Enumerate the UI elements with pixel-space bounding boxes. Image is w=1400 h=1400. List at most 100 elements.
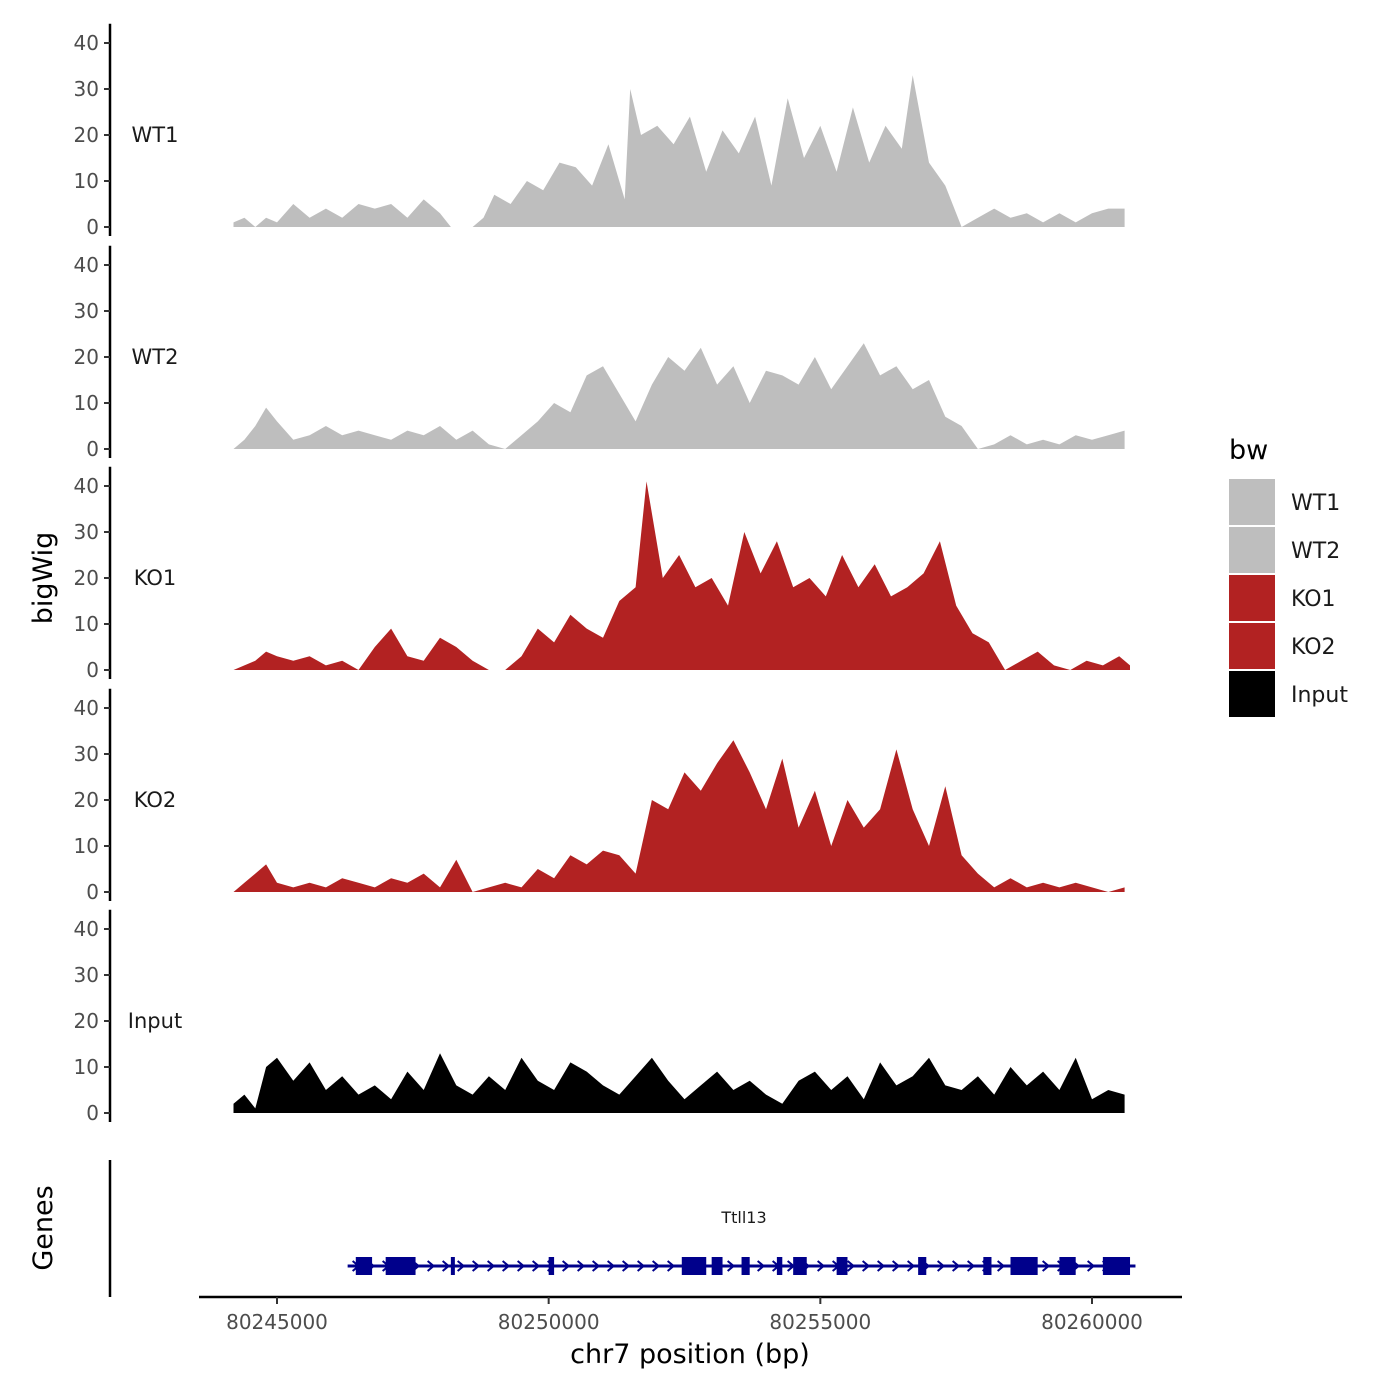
gene-exon (548, 1257, 555, 1275)
strand-arrow (636, 1260, 646, 1272)
y-tick-label: 10 (74, 169, 99, 193)
strand-arrow (486, 1260, 496, 1272)
y-tick-label: 20 (74, 1009, 99, 1033)
strand-arrow (966, 1260, 976, 1272)
coverage-tracks: 0 10 20 30 40 WT1 0 10 20 30 40 WT2 0 10 20 30 40 KO1 0 10 2… (74, 23, 1130, 1125)
x-tick-label: 80255000 (769, 1310, 871, 1334)
genes-axis-title: Genes (28, 1185, 59, 1270)
strand-arrow (531, 1260, 541, 1272)
strand-arrow (936, 1260, 946, 1272)
track-label: KO2 (134, 788, 177, 812)
strand-arrow (516, 1260, 526, 1272)
y-tick-label: 30 (74, 77, 99, 101)
strand-arrow (591, 1260, 601, 1272)
legend-key-ko2 (1229, 623, 1275, 669)
y-tick-label: 10 (74, 612, 99, 636)
strand-arrow (576, 1260, 586, 1272)
strand-arrow (651, 1260, 661, 1272)
x-axis: 80245000 80250000 80255000 80260000 (199, 1295, 1182, 1334)
coverage-area-ko2 (233, 740, 1125, 892)
gene-name-label: Ttll13 (720, 1208, 766, 1227)
x-tick-label: 80245000 (226, 1310, 328, 1334)
gene-exon (983, 1257, 992, 1275)
y-tick-label: 0 (86, 437, 99, 461)
x-tick-label: 80250000 (498, 1310, 600, 1334)
coverage-area-input (233, 1053, 1125, 1113)
gene-exon (918, 1257, 927, 1275)
track-ko1: 0 10 20 30 40 KO1 (74, 466, 1130, 682)
coverage-area-ko1 (233, 481, 1130, 670)
y-tick-label: 20 (74, 566, 99, 590)
coverage-area-wt1 (233, 75, 1125, 227)
track-wt2: 0 10 20 30 40 WT2 (74, 245, 1125, 461)
track-label: Input (128, 1009, 182, 1033)
gene-exon (1059, 1257, 1076, 1275)
legend: WT1 WT2 KO1 KO2 Input (1229, 479, 1348, 717)
strand-arrow (606, 1260, 616, 1272)
y-tick-label: 20 (74, 123, 99, 147)
strand-arrow (906, 1260, 916, 1272)
strand-arrow (471, 1260, 481, 1272)
y-tick-label: 0 (86, 215, 99, 239)
y-tick-label: 40 (74, 253, 99, 277)
gene-exon (1010, 1257, 1038, 1275)
gene-exon (711, 1257, 723, 1275)
y-tick-label: 20 (74, 788, 99, 812)
strand-arrow (1041, 1260, 1051, 1272)
gene-exon (793, 1257, 807, 1275)
y-tick-label: 40 (74, 696, 99, 720)
legend-key-wt1 (1229, 479, 1275, 525)
coverage-area-wt2 (233, 343, 1125, 449)
strand-arrow (951, 1260, 961, 1272)
gene-exon (681, 1257, 707, 1275)
gene-track: Ttll13 (108, 1160, 1136, 1297)
strand-arrow (726, 1260, 736, 1272)
legend-key-input (1229, 671, 1275, 717)
gene-exon (355, 1257, 373, 1275)
strand-arrow (891, 1260, 901, 1272)
track-label: WT2 (132, 345, 179, 369)
track-label: KO1 (134, 566, 177, 590)
y-tick-label: 30 (74, 520, 99, 544)
track-ko2: 0 10 20 30 40 KO2 (74, 688, 1125, 904)
legend-label-ko1: KO1 (1291, 587, 1336, 612)
strand-arrow (816, 1260, 826, 1272)
strand-arrow (666, 1260, 676, 1272)
strand-arrow (441, 1260, 451, 1272)
strand-arrow (501, 1260, 511, 1272)
x-tick-label: 80260000 (1041, 1310, 1143, 1334)
gene-exon (776, 1257, 783, 1275)
strand-arrow (456, 1260, 466, 1272)
y-tick-label: 0 (86, 658, 99, 682)
y-tick-label: 40 (74, 917, 99, 941)
legend-label-wt1: WT1 (1291, 491, 1340, 516)
strand-arrow (996, 1260, 1006, 1272)
track-wt1: 0 10 20 30 40 WT1 (74, 23, 1125, 239)
strand-arrow (561, 1260, 571, 1272)
y-tick-label: 10 (74, 391, 99, 415)
x-axis-title: chr7 position (bp) (570, 1339, 810, 1370)
y-tick-label: 10 (74, 1055, 99, 1079)
gene-exon (450, 1257, 455, 1275)
strand-arrow (861, 1260, 871, 1272)
strand-arrow (1086, 1260, 1096, 1272)
y-tick-label: 30 (74, 742, 99, 766)
legend-label-input: Input (1291, 683, 1348, 708)
y-tick-label: 30 (74, 963, 99, 987)
legend-label-wt2: WT2 (1291, 539, 1340, 564)
gene-exon (1102, 1257, 1131, 1275)
gene-exon (385, 1257, 416, 1275)
legend-key-wt2 (1229, 527, 1275, 573)
track-label: WT1 (132, 123, 179, 147)
strand-arrow (876, 1260, 886, 1272)
gene-ttll13: Ttll13 (347, 1208, 1136, 1275)
legend-label-ko2: KO2 (1291, 635, 1336, 660)
y-tick-label: 20 (74, 345, 99, 369)
gene-exon (741, 1257, 750, 1275)
y-tick-label: 0 (86, 880, 99, 904)
y-axis-title: bigWig (28, 532, 59, 625)
strand-arrow (756, 1260, 766, 1272)
strand-arrow (621, 1260, 631, 1272)
strand-arrow (426, 1260, 436, 1272)
